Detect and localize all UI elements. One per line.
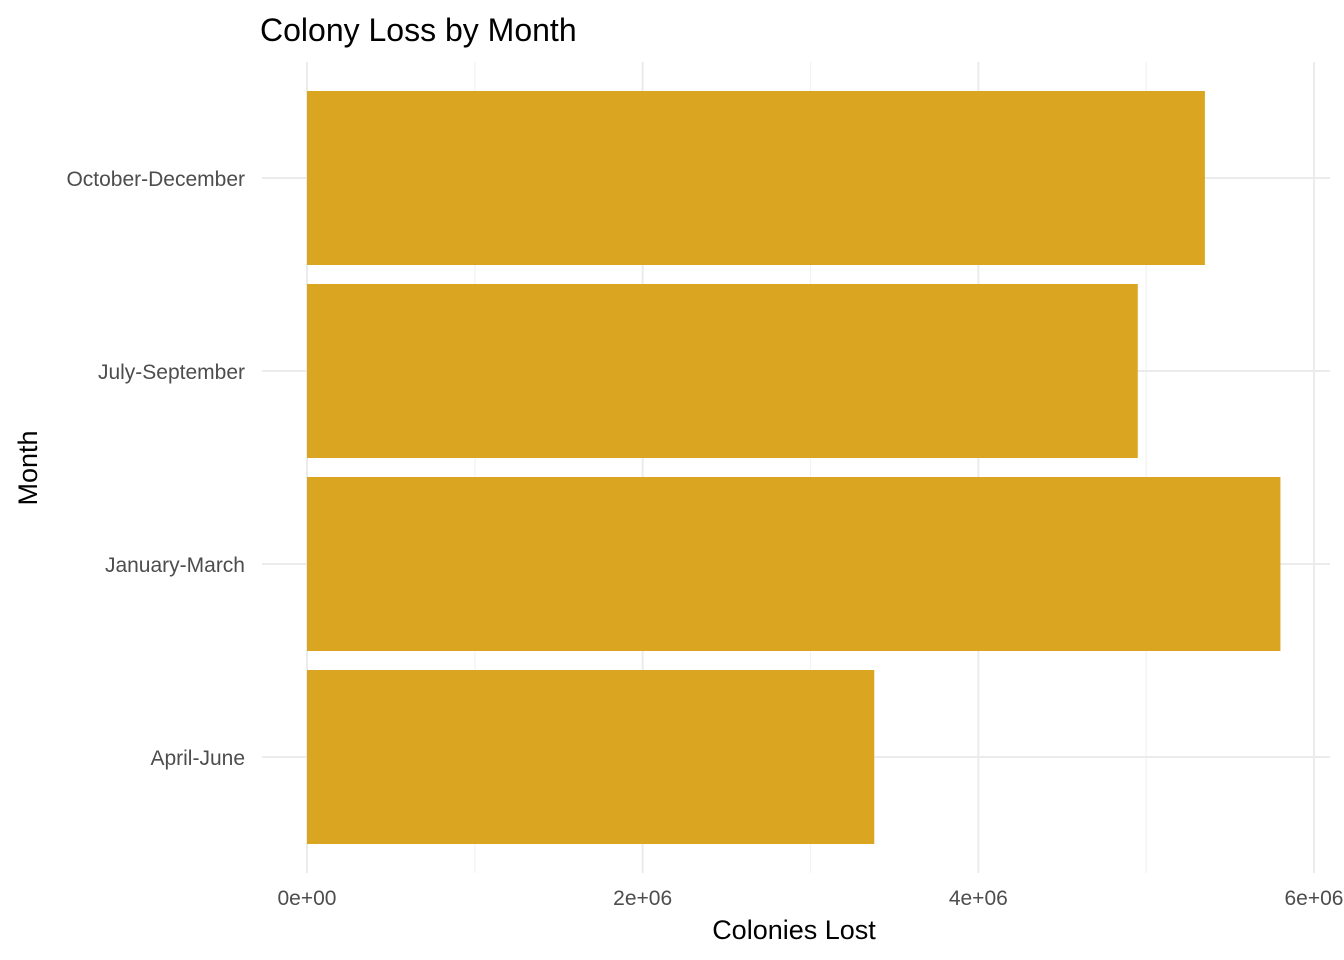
y-tick-label: July-September (98, 361, 245, 384)
bar-april-june (307, 670, 875, 844)
chart-title: Colony Loss by Month (260, 12, 577, 48)
bar-july-september (307, 284, 1138, 458)
x-tick-label: 0e+00 (278, 887, 337, 910)
x-axis-title: Colonies Lost (712, 915, 876, 945)
x-tick-label: 2e+06 (613, 887, 672, 910)
bar-january-march (307, 477, 1281, 651)
y-tick-label: April-June (150, 747, 245, 770)
x-tick-label: 4e+06 (949, 887, 1008, 910)
y-tick-label: October-December (66, 168, 245, 191)
bars (307, 91, 1281, 844)
x-axis-ticks: 0e+00 2e+06 4e+06 6e+06 (278, 887, 1344, 910)
x-tick-label: 6e+06 (1285, 887, 1344, 910)
y-axis-title: Month (13, 430, 43, 505)
y-tick-label: January-March (105, 554, 245, 577)
bar-october-december (307, 91, 1205, 265)
y-axis-ticks: April-June January-March July-September Oct… (66, 168, 245, 770)
